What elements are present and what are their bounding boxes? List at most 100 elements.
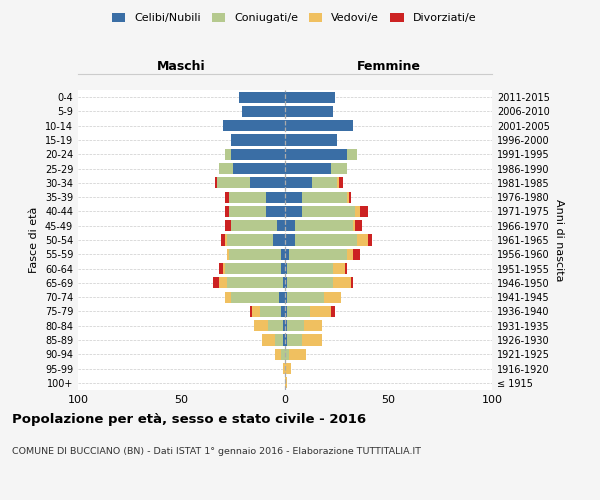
Bar	[287, 320, 304, 332]
Bar	[212, 278, 219, 288]
Bar	[295, 220, 353, 232]
Bar	[225, 234, 227, 246]
Bar	[302, 334, 322, 345]
Bar	[325, 292, 341, 302]
Bar	[219, 163, 233, 174]
Bar	[287, 278, 332, 288]
Bar	[227, 234, 272, 246]
Bar	[229, 192, 266, 202]
Y-axis label: Anni di nascita: Anni di nascita	[554, 198, 563, 281]
Bar	[353, 220, 355, 232]
Bar	[353, 248, 359, 260]
Bar	[339, 178, 343, 188]
Bar	[227, 278, 283, 288]
Bar	[285, 120, 353, 132]
Bar	[281, 306, 285, 317]
Bar	[223, 120, 285, 132]
Bar	[229, 206, 266, 217]
Bar	[281, 348, 285, 360]
Bar	[285, 263, 287, 274]
Bar	[285, 292, 287, 302]
Bar	[285, 234, 295, 246]
Bar	[285, 220, 295, 232]
Bar	[355, 206, 359, 217]
Y-axis label: Fasce di età: Fasce di età	[29, 207, 39, 273]
Bar	[266, 206, 285, 217]
Bar	[285, 163, 331, 174]
Bar	[302, 192, 347, 202]
Bar	[250, 306, 252, 317]
Text: Popolazione per età, sesso e stato civile - 2016: Popolazione per età, sesso e stato civil…	[12, 412, 366, 426]
Legend: Celibi/Nubili, Coniugati/e, Vedovi/e, Divorziati/e: Celibi/Nubili, Coniugati/e, Vedovi/e, Di…	[107, 8, 481, 28]
Bar	[287, 263, 332, 274]
Bar	[231, 148, 285, 160]
Bar	[285, 92, 335, 102]
Bar	[260, 306, 281, 317]
Bar	[302, 206, 355, 217]
Bar	[331, 306, 335, 317]
Bar	[331, 163, 347, 174]
Bar	[287, 292, 325, 302]
Bar	[266, 192, 285, 202]
Bar	[285, 278, 287, 288]
Bar	[281, 263, 285, 274]
Bar	[281, 248, 285, 260]
Bar	[283, 320, 285, 332]
Bar	[227, 248, 229, 260]
Bar	[225, 192, 229, 202]
Bar	[231, 292, 279, 302]
Bar	[242, 106, 285, 117]
Bar	[275, 348, 281, 360]
Bar	[221, 234, 225, 246]
Bar	[283, 363, 285, 374]
Bar	[225, 206, 229, 217]
Bar	[285, 178, 312, 188]
Bar	[268, 320, 283, 332]
Bar	[225, 220, 231, 232]
Bar	[285, 348, 289, 360]
Bar	[283, 334, 285, 345]
Bar	[285, 363, 291, 374]
Bar	[287, 334, 302, 345]
Bar	[351, 278, 353, 288]
Bar	[283, 278, 285, 288]
Bar	[231, 220, 277, 232]
Bar	[250, 178, 285, 188]
Bar	[347, 248, 353, 260]
Bar	[285, 134, 337, 145]
Bar	[225, 292, 231, 302]
Bar	[225, 263, 281, 274]
Bar	[347, 192, 349, 202]
Bar	[225, 148, 231, 160]
Bar	[285, 192, 302, 202]
Bar	[359, 206, 368, 217]
Bar	[312, 178, 337, 188]
Bar	[219, 263, 223, 274]
Bar	[231, 134, 285, 145]
Bar	[332, 278, 351, 288]
Bar	[285, 106, 332, 117]
Bar	[349, 192, 351, 202]
Bar	[229, 248, 281, 260]
Bar	[277, 220, 285, 232]
Bar	[285, 334, 287, 345]
Bar	[223, 263, 225, 274]
Bar	[347, 148, 358, 160]
Bar	[252, 306, 260, 317]
Bar	[275, 334, 283, 345]
Bar	[279, 292, 285, 302]
Bar	[295, 234, 358, 246]
Bar	[285, 206, 302, 217]
Bar	[262, 334, 275, 345]
Bar	[285, 306, 287, 317]
Bar	[272, 234, 285, 246]
Bar	[219, 278, 227, 288]
Bar	[215, 178, 217, 188]
Bar	[355, 220, 362, 232]
Bar	[368, 234, 372, 246]
Bar	[289, 348, 306, 360]
Bar	[217, 178, 250, 188]
Bar	[287, 306, 310, 317]
Bar	[345, 263, 347, 274]
Bar	[310, 306, 331, 317]
